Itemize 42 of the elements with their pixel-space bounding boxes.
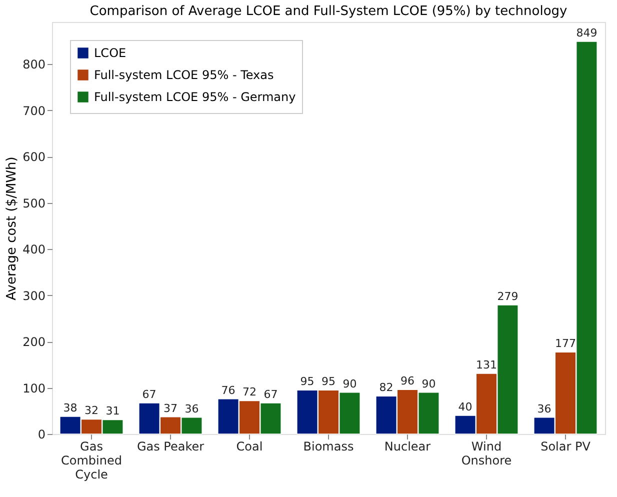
data-label: 38 xyxy=(63,401,78,414)
data-label: 96 xyxy=(400,374,414,388)
x-tick-label: Solar PV xyxy=(540,440,592,454)
data-label: 32 xyxy=(84,404,98,418)
data-label: 72 xyxy=(242,386,256,399)
x-tick-label: Gas Combined Cycle xyxy=(61,440,122,482)
x-tick-label: Gas Peaker xyxy=(136,440,204,454)
x-tick-label: Coal xyxy=(236,440,263,454)
y-tick-label: 600 xyxy=(22,150,46,164)
data-label: 40 xyxy=(458,400,472,414)
x-tick-label: Wind Onshore xyxy=(461,440,512,468)
data-label: 31 xyxy=(106,404,120,418)
data-label: 177 xyxy=(555,337,576,350)
data-label: 36 xyxy=(184,402,199,416)
x-tick-label: Biomass xyxy=(303,440,354,454)
data-label: 76 xyxy=(221,384,236,397)
data-label: 95 xyxy=(300,375,314,388)
y-tick-label: 0 xyxy=(38,428,46,442)
y-tick-label: 100 xyxy=(22,381,46,396)
data-label: 67 xyxy=(264,388,278,402)
x-tick-label: Nuclear xyxy=(384,440,431,454)
data-label: 37 xyxy=(164,402,178,415)
y-tick-label: 500 xyxy=(22,196,46,210)
y-axis-title: Average cost ($/MWh) xyxy=(4,156,20,300)
data-label: 95 xyxy=(322,375,336,388)
legend-label: LCOE xyxy=(94,46,126,60)
data-label: 849 xyxy=(576,26,598,40)
y-tick-label: 400 xyxy=(22,242,46,257)
chart-title: Comparison of Average LCOE and Full-System LCOE (95%) by technology xyxy=(90,4,568,19)
y-tick-label: 300 xyxy=(22,288,46,303)
data-label: 279 xyxy=(497,290,518,303)
data-label: 90 xyxy=(342,377,357,390)
data-label: 36 xyxy=(537,402,552,416)
data-label: 82 xyxy=(379,381,394,394)
y-tick-label: 700 xyxy=(22,104,46,118)
data-label: 90 xyxy=(422,377,436,390)
y-tick-label: 200 xyxy=(22,335,46,350)
legend-label: Full-system LCOE 95% - Germany xyxy=(94,90,296,104)
legend-label: Full-system LCOE 95% - Texas xyxy=(94,68,274,82)
data-label: 67 xyxy=(142,388,156,402)
y-tick-label: 800 xyxy=(22,58,46,72)
data-label: 131 xyxy=(476,358,497,372)
